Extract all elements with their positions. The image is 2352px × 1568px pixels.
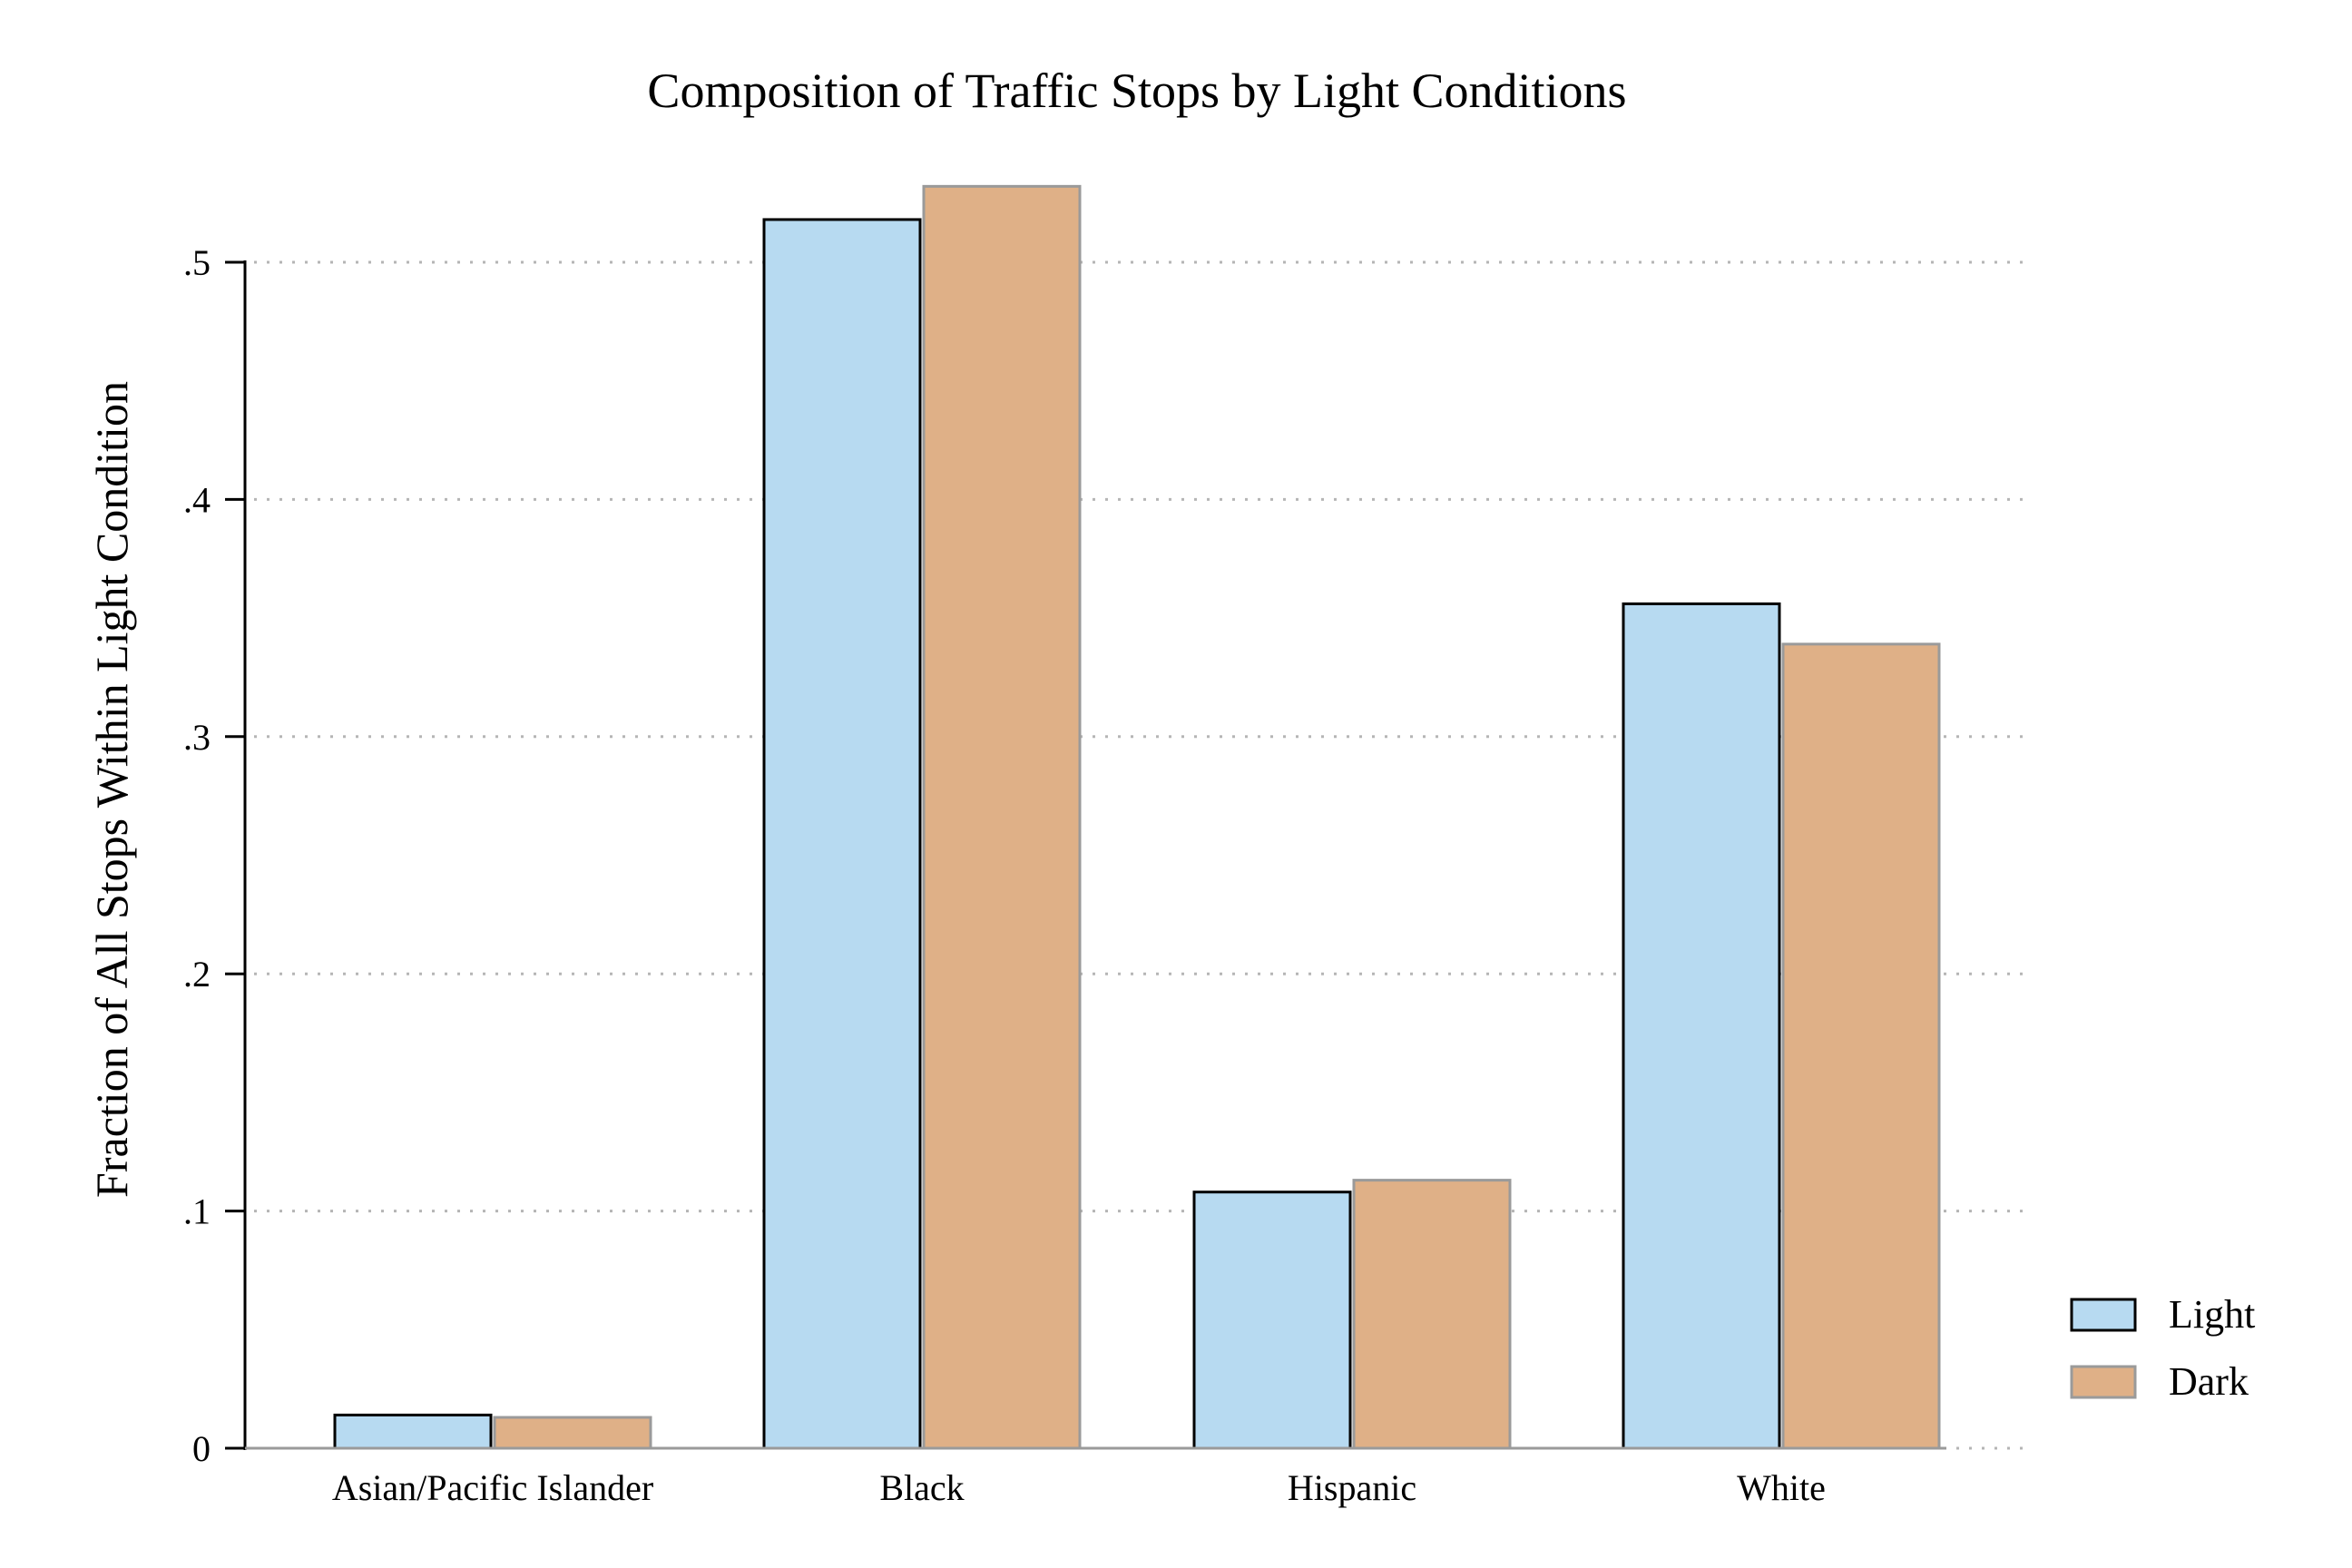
bars (333, 184, 1941, 1450)
bar-light-0 (333, 1413, 493, 1450)
y-tick-label: .1 (183, 1191, 211, 1232)
y-tick-label: .5 (183, 242, 211, 283)
bar-dark-1 (922, 184, 1082, 1450)
bar-dark-0 (493, 1416, 652, 1450)
bar-light-2 (1192, 1191, 1352, 1450)
bar-light-3 (1622, 602, 1781, 1450)
y-tick-label: .4 (183, 479, 211, 520)
x-category-label: Asian/Pacific Islander (332, 1467, 653, 1508)
x-category-label: Black (879, 1467, 964, 1508)
y-tick-label: .3 (183, 717, 211, 758)
legend-label: Dark (2169, 1359, 2249, 1404)
legend-swatch-dark (2070, 1365, 2137, 1399)
y-axis-label: Fraction of All Stops Within Light Condi… (86, 381, 137, 1198)
bar-dark-2 (1352, 1179, 1512, 1450)
chart-title: Composition of Traffic Stops by Light Co… (647, 64, 1626, 118)
legend: Light Dark (2070, 1292, 2255, 1404)
y-ticks: 0 .1 .2 .3 .4 .5 (183, 242, 245, 1469)
bar-light-1 (762, 218, 922, 1450)
x-category-labels: Asian/Pacific Islander Black Hispanic White (332, 1467, 1826, 1508)
legend-label: Light (2169, 1292, 2255, 1337)
legend-swatch-light (2070, 1298, 2137, 1332)
y-tick-label: 0 (192, 1428, 211, 1469)
y-tick-label: .2 (183, 954, 211, 995)
x-category-label: White (1737, 1467, 1826, 1508)
axes (243, 260, 1946, 1450)
x-category-label: Hispanic (1288, 1467, 1416, 1508)
bar-dark-3 (1781, 642, 1941, 1450)
